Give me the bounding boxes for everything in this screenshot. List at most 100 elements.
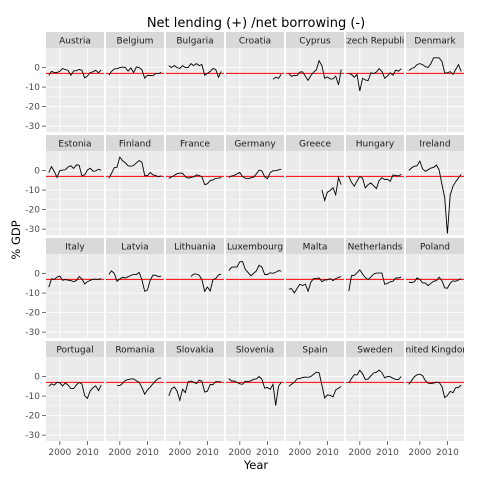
panel-background: [226, 254, 284, 338]
strip-label: Poland: [420, 243, 450, 253]
panel-background: [166, 254, 224, 338]
panel-ireland: Ireland: [406, 135, 464, 235]
y-axes: 0 -10 -20 -30 0 -10 -20 -30 0 -10 -20 -30 0 -10 -20 -30: [25, 64, 46, 441]
strip-label: Austria: [59, 37, 91, 47]
panel-background: [166, 48, 224, 132]
panel-spain: Spain: [286, 341, 344, 441]
panel-lithuania: Lithuania: [166, 238, 224, 338]
strip-background: [286, 32, 344, 48]
panel-background: [226, 48, 284, 132]
panel-slovenia: Slovenia: [226, 341, 284, 441]
panel-background: [406, 254, 464, 338]
x-tick-label: 2010: [316, 448, 339, 458]
strip-background: [406, 238, 464, 254]
panel-background: [46, 357, 104, 441]
strip-label: Portugal: [56, 346, 93, 356]
series-line: [408, 160, 462, 234]
panel-romania: Romania: [106, 341, 164, 441]
panel-luxembourg: Luxembourg: [226, 238, 284, 338]
panel-background: [46, 254, 104, 338]
panel-background: [286, 48, 344, 132]
strip-label: Greece: [299, 140, 331, 150]
y-tick-label: -30: [25, 328, 40, 338]
panel-background: [226, 151, 284, 235]
panel-background: [406, 48, 464, 132]
x-tick-label: 2010: [256, 448, 279, 458]
strip-background: [106, 341, 164, 357]
strip-label: Cyprus: [299, 37, 331, 47]
strip-background: [286, 238, 344, 254]
strip-background: [166, 32, 224, 48]
strip-background: [406, 341, 464, 357]
series-line: [408, 373, 462, 399]
y-tick-label: -30: [25, 431, 40, 441]
strip-background: [166, 238, 224, 254]
strip-label: Finland: [119, 140, 151, 150]
series-line: [108, 270, 162, 292]
x-tick-label: 2010: [196, 448, 219, 458]
series-line: [108, 156, 162, 179]
strip-background: [46, 341, 104, 357]
y-tick-label: -30: [25, 122, 40, 132]
strip-label: Spain: [302, 346, 327, 356]
panel-latvia: Latvia: [106, 238, 164, 338]
x-axes: 2000 2010 2000 2010 2000 2010 2000 2010 2000 2010…: [48, 441, 459, 458]
strip-background: [46, 135, 104, 151]
strip-background: [226, 238, 284, 254]
series-line: [48, 164, 102, 179]
x-tick-label: 2000: [288, 448, 311, 458]
strip-background: [226, 341, 284, 357]
panel-background: [406, 357, 464, 441]
y-axis-title: % GDP: [9, 220, 23, 259]
strip-background: [46, 32, 104, 48]
x-tick-label: 2000: [168, 448, 191, 458]
panel-background: [106, 357, 164, 441]
x-tick-label: 2010: [76, 448, 99, 458]
panel-croatia: Croatia: [226, 32, 284, 132]
series-line: [168, 379, 222, 402]
panel-background: [166, 151, 224, 235]
panel-germany: Germany: [226, 135, 284, 235]
panel-background: [406, 151, 464, 235]
strip-background: [406, 32, 464, 48]
panel-background: [346, 357, 404, 441]
strip-label: Germany: [234, 140, 276, 150]
series-line: [288, 59, 342, 86]
panel-background: [106, 254, 164, 338]
y-tick-label: -20: [25, 206, 40, 216]
strip-label: Croatia: [239, 37, 271, 47]
panel-finland: Finland: [106, 135, 164, 235]
strip-label: Ireland: [419, 140, 450, 150]
strip-background: [226, 135, 284, 151]
y-tick-label: -10: [25, 186, 40, 196]
panel-background: [346, 151, 404, 235]
strip-background: [46, 238, 104, 254]
strip-label: Slovakia: [176, 346, 214, 356]
strip-label: Italy: [65, 243, 85, 253]
y-tick-label: -20: [25, 412, 40, 422]
strip-label: Denmark: [414, 37, 456, 47]
strip-background: [286, 135, 344, 151]
chart-title: Net lending (+) /net borrowing (-): [147, 16, 365, 31]
panel-france: France: [166, 135, 224, 235]
panel-background: [226, 357, 284, 441]
panel-portugal: Portugal: [46, 341, 104, 441]
series-line: [228, 168, 282, 180]
strip-background: [106, 238, 164, 254]
panel-background: [346, 254, 404, 338]
series-line: [348, 269, 402, 292]
y-tick-label: 0: [34, 167, 40, 177]
panel-background: [106, 48, 164, 132]
strip-background: [106, 32, 164, 48]
panel-background: [286, 357, 344, 441]
y-tick-label: 0: [34, 270, 40, 280]
panel-netherlands: Netherlands: [346, 238, 404, 338]
panel-background: [286, 151, 344, 235]
series-line: [228, 375, 282, 406]
series-line: [168, 172, 222, 186]
panel-austria: Austria: [46, 32, 104, 132]
series-line: [48, 67, 102, 79]
panel-czech-republic: Czech Republic: [346, 32, 404, 132]
panel-poland: Poland: [406, 238, 464, 338]
panel-greece: Greece: [286, 135, 344, 235]
